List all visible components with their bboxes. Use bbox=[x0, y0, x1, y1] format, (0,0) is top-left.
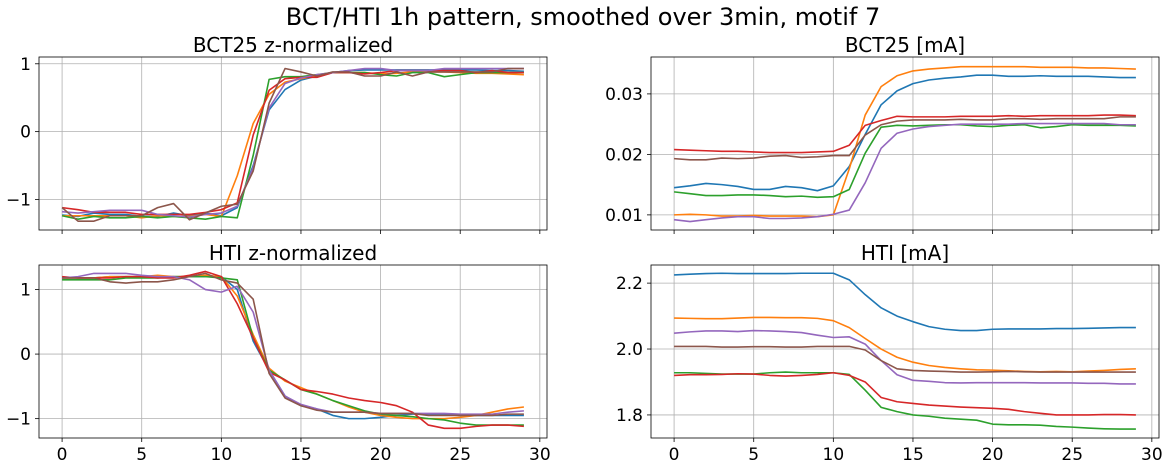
series-line-2 bbox=[674, 316, 1136, 373]
series-line-2 bbox=[62, 274, 525, 420]
series-line-1 bbox=[62, 69, 524, 218]
series-line-5 bbox=[62, 67, 524, 218]
x-tick-label: 10 bbox=[211, 445, 233, 465]
x-tick-label: 25 bbox=[449, 445, 471, 465]
y-tick-label: 1.8 bbox=[616, 406, 643, 426]
x-tick-label: 5 bbox=[136, 445, 147, 465]
series-line-6 bbox=[674, 345, 1136, 373]
series-line-6 bbox=[674, 116, 1136, 161]
series-line-1 bbox=[62, 275, 524, 420]
panel-title: BCT25 z-normalized bbox=[193, 33, 393, 57]
y-tick-label: −1 bbox=[6, 410, 31, 430]
y-tick-label: 1 bbox=[20, 55, 31, 75]
x-tick-label: 15 bbox=[290, 445, 312, 465]
y-tick-label: 2.2 bbox=[616, 274, 643, 294]
series-line-5 bbox=[62, 272, 524, 415]
series-line-4 bbox=[674, 114, 1136, 154]
x-tick-label: 25 bbox=[1061, 445, 1083, 465]
y-tick-label: 2.0 bbox=[616, 340, 643, 360]
x-tick-label: 30 bbox=[529, 445, 551, 465]
figure-title: BCT/HTI 1h pattern, smoothed over 3min, … bbox=[285, 3, 881, 31]
series-line-3 bbox=[674, 371, 1136, 430]
series-line-3 bbox=[673, 123, 1136, 199]
series-line-4 bbox=[61, 69, 524, 216]
panel-title: HTI [mA] bbox=[861, 241, 949, 265]
x-tick-label: 15 bbox=[902, 445, 924, 465]
y-tick-label: 0.03 bbox=[605, 85, 643, 105]
series-line-6 bbox=[61, 67, 524, 222]
y-tick-label: 0 bbox=[20, 345, 31, 365]
series-line-3 bbox=[62, 275, 524, 426]
x-tick-label: 20 bbox=[370, 445, 392, 465]
series-line-3 bbox=[61, 71, 524, 220]
plot-frame bbox=[38, 264, 548, 439]
x-tick-label: 10 bbox=[823, 445, 845, 465]
x-tick-label: 5 bbox=[748, 445, 759, 465]
y-tick-label: 1 bbox=[20, 281, 31, 301]
y-tick-label: 0.01 bbox=[605, 206, 643, 226]
panel-bct25-ma: BCT25 [mA] 0.03 0.02 0.01 bbox=[605, 33, 1160, 234]
y-tick-label: −1 bbox=[6, 190, 31, 210]
series-line-6 bbox=[62, 272, 524, 417]
plot-frame bbox=[650, 264, 1160, 439]
y-tick-label: 0 bbox=[20, 123, 31, 143]
series-line-1 bbox=[673, 74, 1136, 192]
series-line-5 bbox=[674, 329, 1136, 385]
x-tick-label: 20 bbox=[982, 445, 1004, 465]
plot-frame bbox=[650, 56, 1160, 231]
x-tick-label: 30 bbox=[1141, 445, 1163, 465]
series-line-4 bbox=[62, 270, 524, 430]
series-line-2 bbox=[62, 71, 524, 219]
panel-title: BCT25 [mA] bbox=[845, 33, 965, 57]
plot-frame bbox=[38, 56, 548, 231]
series-line-5 bbox=[673, 122, 1136, 223]
y-tick-label: 0.02 bbox=[605, 145, 643, 165]
panel-hti-ma: HTI [mA] 0 5 10 15 20 25 30 2.2 2.0 1.8 bbox=[616, 241, 1163, 465]
panel-title: HTI z-normalized bbox=[209, 241, 377, 265]
series-line-2 bbox=[674, 65, 1136, 218]
x-tick-label: 0 bbox=[57, 445, 68, 465]
series-line-4 bbox=[674, 371, 1136, 416]
panel-bct25-znorm: BCT25 z-normalized 1 0 −1 bbox=[6, 33, 548, 234]
series-line-1 bbox=[674, 272, 1136, 332]
x-tick-label: 0 bbox=[669, 445, 680, 465]
